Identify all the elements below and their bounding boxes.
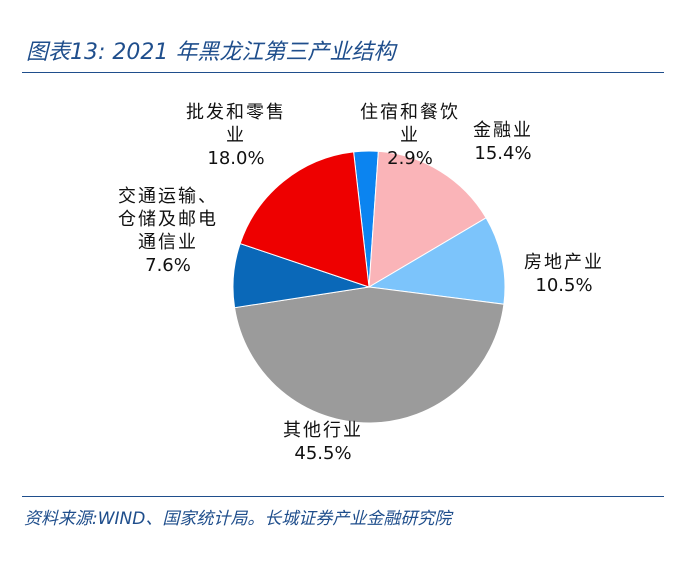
slice-value-label: 45.5% [294, 443, 351, 464]
slice-value-label: 10.5% [535, 275, 592, 296]
slice-name-label: 业 [226, 125, 246, 146]
slice-label: 房地产业 10.5% [524, 252, 604, 296]
slice-label: 交通运输、仓储及邮电通信业 7.6% [118, 186, 218, 276]
title-divider [22, 72, 664, 73]
source-note: 资料来源:WIND、国家统计局。长城证券产业金融研究院 [24, 509, 452, 529]
slice-value-label: 18.0% [207, 148, 264, 169]
slice-value-label: 7.6% [145, 255, 191, 276]
pie-slices [232, 150, 506, 424]
pie-slice [367, 217, 506, 305]
slice-label: 住宿和餐饮业 2.9% [360, 102, 460, 169]
slice-name-label: 住宿和餐饮 [360, 102, 460, 123]
slice-name-label: 其他行业 [283, 420, 363, 441]
slice-name-label: 批发和零售 [186, 102, 286, 123]
slice-label: 批发和零售业 18.0% [186, 102, 286, 169]
slice-value-label: 2.9% [387, 148, 433, 169]
pie-slice [239, 151, 370, 288]
slice-value-label: 15.4% [474, 143, 531, 164]
slice-name-label: 金融业 [473, 120, 533, 141]
slice-name-label: 通信业 [138, 232, 198, 253]
slice-name-label: 业 [400, 125, 420, 146]
pie-labels: 住宿和餐饮业 2.9%金融业 15.4%房地产业 10.5%其他行业 45.5%交通运输… [118, 102, 604, 464]
pie-slice [368, 150, 487, 288]
slice-label: 金融业 15.4% [473, 120, 533, 164]
pie-slice [234, 286, 505, 424]
slice-name-label: 仓储及邮电 [118, 209, 218, 230]
slice-label: 其他行业 45.5% [283, 420, 363, 464]
slice-name-label: 交通运输、 [118, 186, 218, 207]
chart-title: 图表13: 2021 年黑龙江第三产业结构 [26, 40, 396, 65]
source-divider [22, 496, 664, 497]
slice-name-label: 房地产业 [524, 252, 604, 273]
